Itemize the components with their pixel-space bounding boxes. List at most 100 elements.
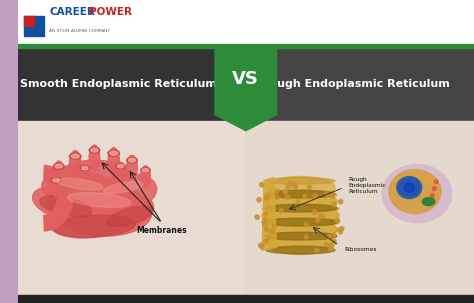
Bar xyxy=(18,295,474,303)
Ellipse shape xyxy=(127,155,137,179)
Circle shape xyxy=(327,235,331,239)
Ellipse shape xyxy=(142,168,149,172)
Bar xyxy=(24,16,44,36)
Ellipse shape xyxy=(107,206,154,226)
Ellipse shape xyxy=(141,168,150,173)
Text: VS: VS xyxy=(232,70,259,88)
Circle shape xyxy=(318,214,322,218)
Text: Ribosomes: Ribosomes xyxy=(344,248,376,252)
Circle shape xyxy=(430,194,434,198)
Ellipse shape xyxy=(266,190,335,198)
Circle shape xyxy=(332,239,336,243)
Circle shape xyxy=(283,190,287,194)
Circle shape xyxy=(263,218,267,223)
Ellipse shape xyxy=(40,196,91,217)
Ellipse shape xyxy=(54,163,64,169)
Text: Rough Endoplasmic Reticulum: Rough Endoplasmic Reticulum xyxy=(261,79,450,89)
Circle shape xyxy=(338,230,342,234)
Ellipse shape xyxy=(58,160,130,192)
Ellipse shape xyxy=(71,154,79,158)
Ellipse shape xyxy=(422,198,435,206)
Bar xyxy=(246,121,474,295)
Ellipse shape xyxy=(54,215,135,237)
Ellipse shape xyxy=(266,176,335,198)
Text: Membranes: Membranes xyxy=(137,226,187,235)
Ellipse shape xyxy=(264,191,337,212)
Ellipse shape xyxy=(117,165,124,168)
Ellipse shape xyxy=(404,183,415,192)
Ellipse shape xyxy=(109,151,118,155)
Bar xyxy=(18,0,474,44)
Circle shape xyxy=(255,215,259,219)
Circle shape xyxy=(315,248,319,253)
Ellipse shape xyxy=(399,178,420,197)
Circle shape xyxy=(338,200,343,204)
Bar xyxy=(18,44,474,48)
Circle shape xyxy=(320,214,325,219)
Ellipse shape xyxy=(264,204,337,212)
Circle shape xyxy=(265,194,269,198)
Ellipse shape xyxy=(141,166,150,188)
Polygon shape xyxy=(262,178,276,251)
Circle shape xyxy=(336,218,340,223)
Circle shape xyxy=(275,189,279,193)
Ellipse shape xyxy=(264,191,337,198)
Circle shape xyxy=(279,209,283,213)
Circle shape xyxy=(286,185,290,189)
Ellipse shape xyxy=(262,218,339,226)
Circle shape xyxy=(313,194,317,198)
Circle shape xyxy=(303,195,307,198)
Bar xyxy=(24,16,34,26)
Ellipse shape xyxy=(53,178,59,182)
Circle shape xyxy=(432,187,436,191)
Circle shape xyxy=(296,199,300,203)
Bar xyxy=(27,18,32,25)
Ellipse shape xyxy=(49,202,130,238)
Circle shape xyxy=(340,227,344,231)
Circle shape xyxy=(337,228,341,232)
Circle shape xyxy=(263,222,266,226)
Circle shape xyxy=(330,194,335,198)
Ellipse shape xyxy=(57,178,103,190)
Circle shape xyxy=(285,195,290,199)
Circle shape xyxy=(324,243,328,247)
Circle shape xyxy=(304,222,308,227)
Ellipse shape xyxy=(90,174,157,213)
Circle shape xyxy=(271,229,275,233)
Ellipse shape xyxy=(68,192,131,207)
Ellipse shape xyxy=(262,205,339,226)
Ellipse shape xyxy=(127,158,137,163)
Ellipse shape xyxy=(80,164,90,186)
Circle shape xyxy=(273,224,276,228)
Text: POWER: POWER xyxy=(89,7,132,17)
Text: Rough
Endoplasmic
Reticulum: Rough Endoplasmic Reticulum xyxy=(349,177,386,194)
Circle shape xyxy=(264,239,268,244)
Ellipse shape xyxy=(264,218,337,241)
Ellipse shape xyxy=(266,246,335,254)
Ellipse shape xyxy=(108,148,119,175)
Ellipse shape xyxy=(397,177,422,198)
Circle shape xyxy=(316,218,319,222)
Ellipse shape xyxy=(80,166,90,171)
Text: Smooth Endoplasmic Reticulum: Smooth Endoplasmic Reticulum xyxy=(19,79,217,89)
Ellipse shape xyxy=(82,166,88,170)
Circle shape xyxy=(332,202,337,207)
Ellipse shape xyxy=(42,170,118,211)
Ellipse shape xyxy=(116,164,125,169)
Circle shape xyxy=(332,233,336,237)
Ellipse shape xyxy=(33,187,89,220)
Circle shape xyxy=(265,228,269,231)
Ellipse shape xyxy=(266,234,335,240)
Circle shape xyxy=(264,196,269,200)
Ellipse shape xyxy=(51,178,61,183)
Circle shape xyxy=(325,192,329,196)
Ellipse shape xyxy=(89,148,100,153)
Circle shape xyxy=(434,180,438,184)
Ellipse shape xyxy=(91,148,98,152)
Circle shape xyxy=(264,227,268,232)
Ellipse shape xyxy=(266,232,335,255)
Circle shape xyxy=(304,235,308,239)
Ellipse shape xyxy=(44,167,97,193)
Ellipse shape xyxy=(69,151,81,178)
Circle shape xyxy=(293,185,297,189)
